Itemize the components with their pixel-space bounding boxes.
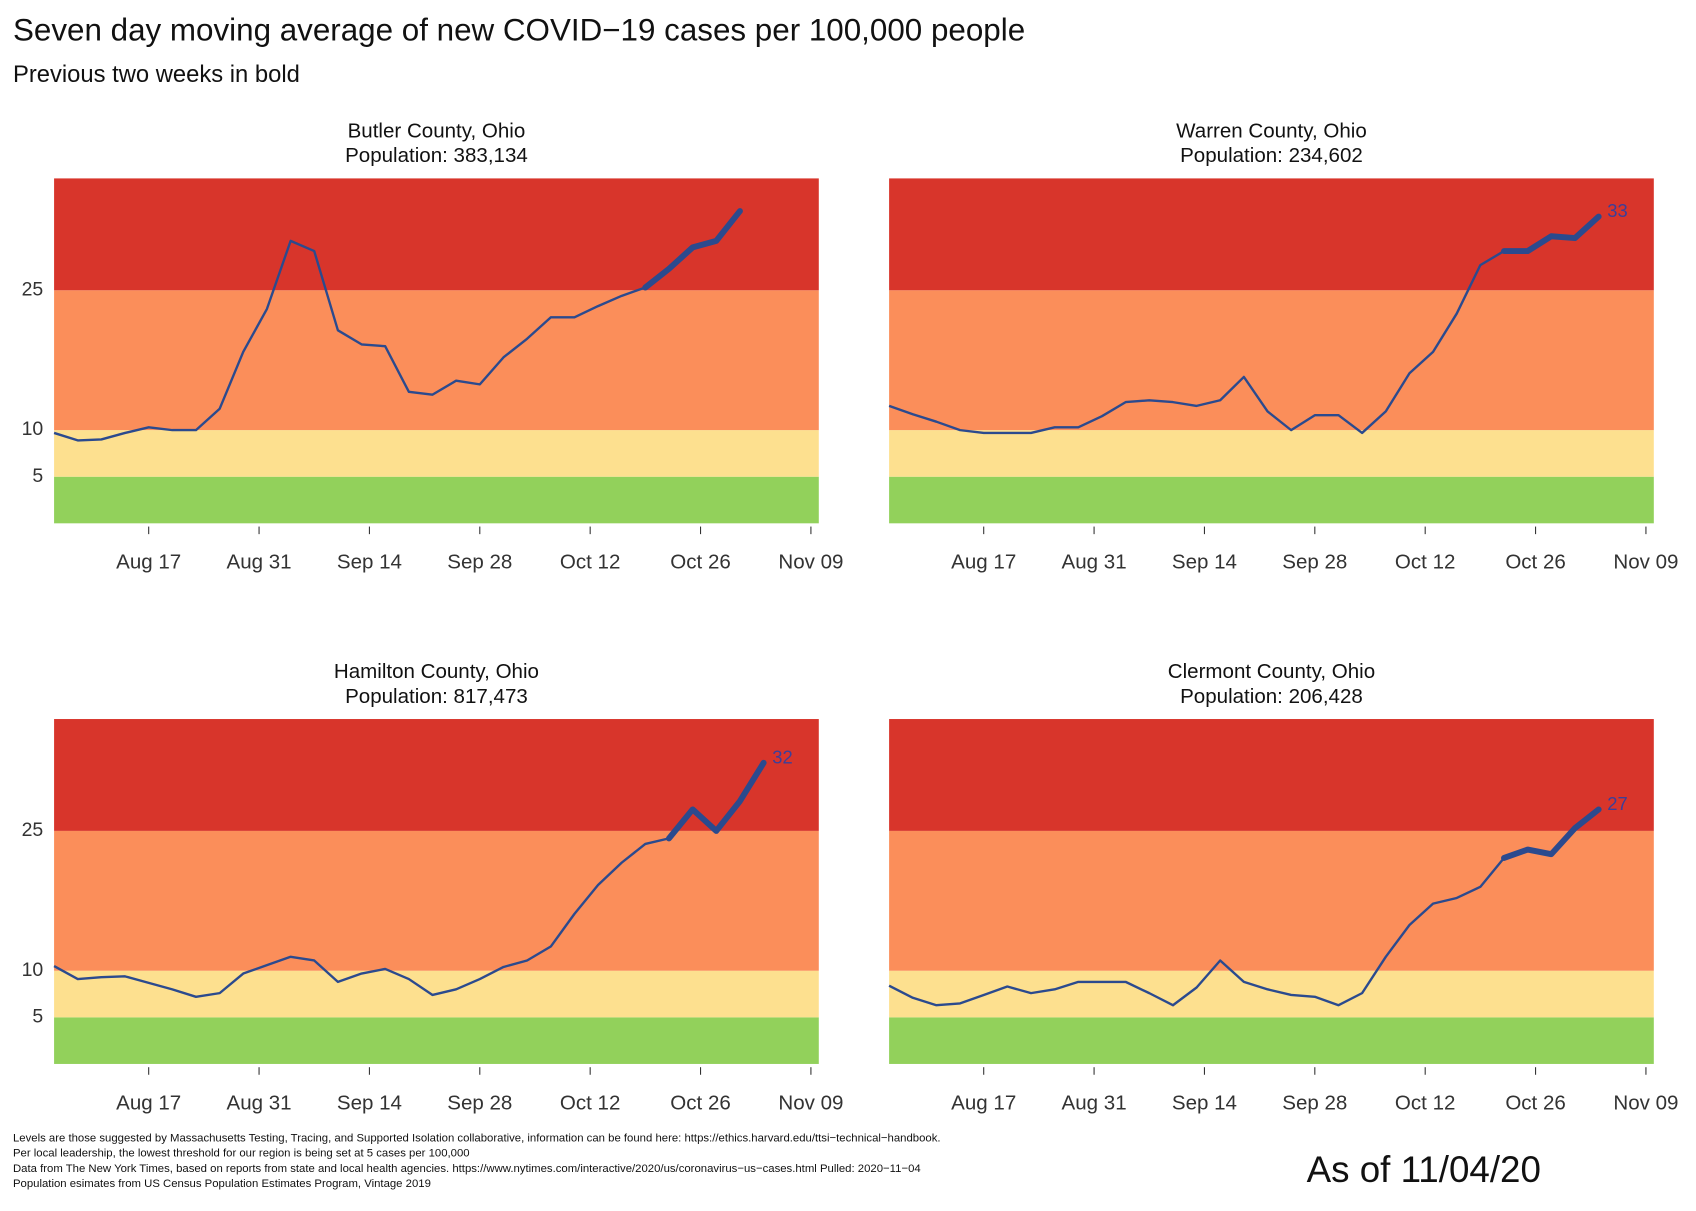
x-tick-label: Oct 26: [1505, 1091, 1565, 1114]
x-tick-label: Oct 12: [560, 1091, 620, 1114]
x-tick-label: Sep 28: [447, 1091, 512, 1114]
recent-line-bold: [642, 208, 743, 291]
footnote: Data from The New York Times, based on r…: [13, 1163, 921, 1175]
x-tick-label: Sep 14: [1172, 1091, 1237, 1114]
end-value-label: 32: [772, 746, 792, 767]
panel-title: Clermont County, Ohio: [1168, 660, 1375, 683]
x-tick-label: Sep 14: [337, 551, 402, 574]
series-line: [888, 808, 1600, 1007]
as-of-stamp: As of 11/04/20: [1307, 1149, 1541, 1190]
x-tick-label: Sep 28: [1282, 1091, 1347, 1114]
figure-subtitle: Previous two weeks in bold: [13, 61, 300, 88]
x-tick-label: Aug 31: [1062, 1091, 1127, 1114]
x-tick-label: Aug 17: [951, 1091, 1016, 1114]
y-tick-label: 5: [32, 465, 43, 487]
series-line: [53, 762, 765, 998]
threshold-band: [54, 830, 819, 971]
x-tick-label: Aug 31: [227, 1091, 292, 1114]
x-tick-label: Aug 17: [116, 551, 181, 574]
threshold-band: [54, 719, 819, 831]
panel-title: Hamilton County, Ohio: [334, 660, 539, 683]
x-tick-label: Nov 09: [1613, 1091, 1678, 1114]
series-line: [53, 210, 741, 442]
threshold-band: [54, 1017, 819, 1064]
footnote: Levels are those suggested by Massachuse…: [13, 1133, 941, 1145]
threshold-band: [889, 830, 1654, 971]
threshold-band: [889, 178, 1654, 291]
panel-subtitle: Population: 206,428: [1180, 685, 1363, 708]
x-tick-label: Sep 28: [447, 551, 512, 574]
recent-line-bold: [1501, 213, 1602, 255]
x-tick-label: Oct 26: [1505, 551, 1565, 574]
x-tick-label: Oct 26: [670, 551, 730, 574]
x-tick-label: Sep 14: [337, 1091, 402, 1114]
threshold-band: [889, 290, 1654, 431]
panel-subtitle: Population: 234,602: [1180, 144, 1363, 167]
x-tick-label: Oct 26: [670, 1091, 730, 1114]
threshold-band: [889, 476, 1654, 524]
x-tick-label: Nov 09: [1613, 551, 1678, 574]
footnote: Population esimates from US Census Popul…: [13, 1178, 431, 1190]
threshold-band: [54, 430, 819, 477]
x-tick-label: Oct 12: [1395, 551, 1455, 574]
y-tick-label: 10: [22, 418, 44, 440]
threshold-band: [54, 178, 819, 291]
recent-line-bold: [666, 759, 767, 842]
end-value-label: 33: [1607, 200, 1627, 221]
threshold-band: [889, 1017, 1654, 1064]
x-tick-label: Nov 09: [778, 1091, 843, 1114]
x-tick-label: Aug 31: [227, 551, 292, 574]
x-tick-label: Nov 09: [778, 551, 843, 574]
threshold-band: [54, 290, 819, 431]
panel-subtitle: Population: 817,473: [345, 685, 528, 708]
x-tick-label: Sep 28: [1282, 551, 1347, 574]
figure-title: Seven day moving average of new COVID−19…: [13, 13, 1025, 48]
series-line: [888, 215, 1600, 435]
x-tick-label: Oct 12: [1395, 1091, 1455, 1114]
y-tick-label: 10: [22, 959, 44, 981]
threshold-band: [889, 430, 1654, 477]
end-value-label: 27: [1607, 793, 1627, 814]
threshold-band: [54, 476, 819, 524]
x-tick-label: Oct 12: [560, 551, 620, 574]
panel-title: Butler County, Ohio: [348, 119, 526, 142]
footnote: Per local leadership, the lowest thresho…: [13, 1148, 470, 1160]
recent-line-bold: [1501, 806, 1602, 861]
x-tick-label: Aug 17: [951, 551, 1016, 574]
x-tick-label: Aug 31: [1062, 551, 1127, 574]
threshold-band: [889, 970, 1654, 1018]
threshold-band: [889, 719, 1654, 831]
panel-subtitle: Population: 383,134: [345, 144, 528, 167]
y-tick-label: 25: [22, 278, 44, 300]
panel-title: Warren County, Ohio: [1176, 119, 1367, 142]
x-tick-label: Sep 14: [1172, 551, 1237, 574]
x-tick-label: Aug 17: [116, 1091, 181, 1114]
y-tick-label: 5: [32, 1005, 43, 1027]
y-tick-label: 25: [22, 819, 44, 841]
